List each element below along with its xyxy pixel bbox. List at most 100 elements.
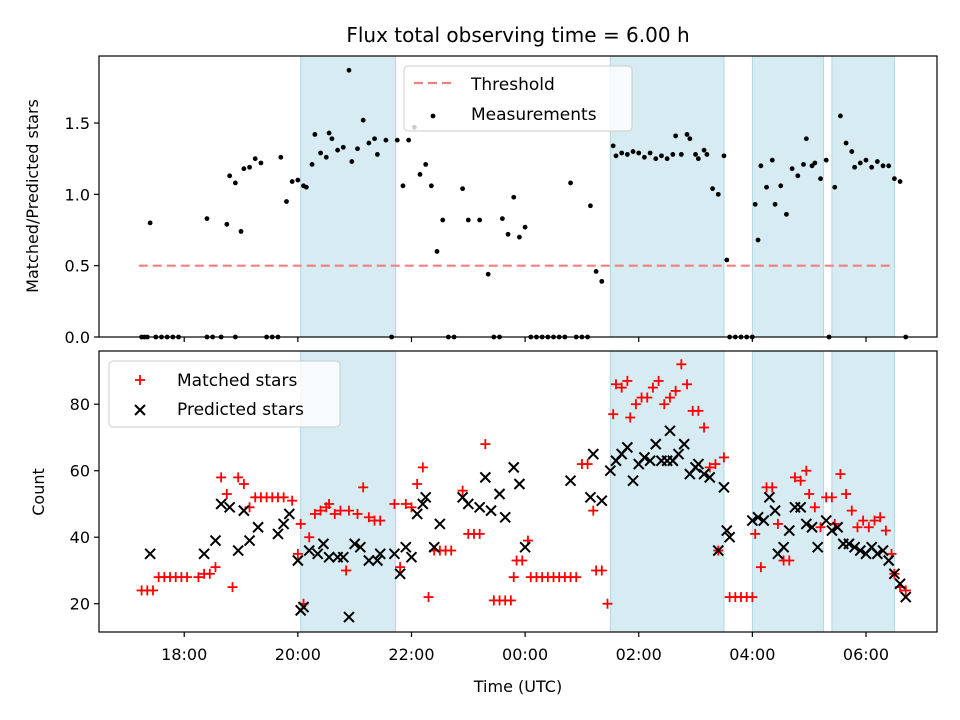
matched-star-point bbox=[287, 495, 298, 506]
top-y-axis-label: Matched/Predicted stars bbox=[23, 99, 42, 293]
predicted-marker-b bbox=[292, 554, 304, 567]
predicted-star-point bbox=[417, 498, 429, 510]
matched-star-point bbox=[747, 592, 758, 603]
measurement-point bbox=[434, 249, 440, 254]
predicted-star-point bbox=[900, 591, 912, 603]
matched-star-point bbox=[875, 512, 886, 523]
matched-star-point bbox=[616, 382, 627, 393]
predicted-marker-b bbox=[777, 541, 790, 553]
matched-star-point bbox=[193, 572, 204, 583]
predicted-marker-b bbox=[252, 521, 264, 533]
measurement-point bbox=[335, 147, 341, 153]
measurement-point bbox=[659, 153, 664, 159]
matched-star-point bbox=[329, 508, 340, 519]
matched-star-point bbox=[630, 399, 641, 410]
predicted-star-point bbox=[283, 508, 296, 520]
measurement-point bbox=[227, 173, 233, 179]
measurement-point bbox=[423, 162, 429, 167]
predicted-marker-b bbox=[604, 465, 617, 477]
predicted-star-point bbox=[692, 458, 705, 470]
measurement-point bbox=[588, 203, 593, 209]
observing-interval-shade bbox=[609, 350, 725, 633]
predicted-marker-b bbox=[843, 538, 855, 550]
axes-frame bbox=[98, 350, 938, 633]
measurement-point bbox=[517, 234, 522, 240]
measurement-point bbox=[764, 184, 769, 190]
measurement-point bbox=[769, 157, 775, 163]
matched-star-point bbox=[423, 592, 434, 603]
predicted-star-point bbox=[405, 551, 418, 563]
predicted-marker-b bbox=[513, 478, 526, 490]
predicted-marker-b bbox=[752, 511, 764, 523]
measurement-point bbox=[613, 153, 619, 159]
matched-star-point bbox=[602, 598, 613, 609]
predicted-star-point bbox=[678, 438, 690, 450]
predicted-marker-b bbox=[587, 448, 599, 460]
measurement-point bbox=[752, 201, 758, 207]
legend-predicted-swatch-b bbox=[134, 404, 146, 416]
measurement-point bbox=[832, 184, 838, 190]
predicted-star-point bbox=[877, 544, 889, 557]
measurement-point bbox=[687, 136, 693, 142]
measurement-point bbox=[803, 136, 809, 142]
measurement-point bbox=[693, 152, 698, 157]
legend-threshold-label: Threshold bbox=[470, 75, 555, 95]
ratio-panel: 0.0 0.5 1.0 1.5 Threshold Measurements bbox=[65, 55, 938, 347]
x-tick-label: 02:00 bbox=[616, 645, 662, 664]
predicted-marker-b bbox=[698, 468, 710, 480]
legend-predicted-label: Predicted stars bbox=[177, 400, 304, 420]
matched-star-point bbox=[699, 422, 710, 433]
predicted-star-point bbox=[888, 568, 901, 580]
predicted-marker-b bbox=[783, 524, 795, 537]
predicted-star-point bbox=[198, 548, 210, 560]
predicted-marker-b bbox=[826, 524, 838, 537]
measurement-point bbox=[772, 201, 778, 207]
predicted-star-point bbox=[508, 461, 520, 474]
measurement-point bbox=[318, 150, 323, 156]
matched-star-point bbox=[900, 585, 911, 596]
predicted-marker-b bbox=[456, 491, 469, 504]
matched-star-point bbox=[375, 515, 386, 526]
matched-star-point bbox=[670, 385, 681, 396]
predicted-marker-b bbox=[638, 451, 651, 464]
measurement-point bbox=[428, 183, 434, 189]
predicted-star-point bbox=[238, 504, 250, 517]
measurement-point bbox=[295, 177, 301, 183]
measurement-point bbox=[724, 257, 730, 263]
predicted-marker-b bbox=[900, 591, 912, 603]
measurement-point bbox=[346, 67, 352, 73]
predicted-marker-b bbox=[388, 548, 401, 560]
predicted-marker-b bbox=[596, 494, 608, 507]
predicted-star-point bbox=[394, 568, 406, 580]
predicted-marker-b bbox=[323, 551, 335, 563]
legend-box bbox=[403, 65, 633, 132]
measurement-point bbox=[721, 153, 727, 159]
predicted-star-point bbox=[769, 504, 781, 517]
predicted-star-point bbox=[664, 425, 676, 437]
predicted-star-point bbox=[883, 554, 895, 567]
predicted-marker-b bbox=[508, 461, 520, 474]
predicted-star-point bbox=[428, 541, 440, 553]
bottom-y-axis-label: Count bbox=[29, 468, 48, 516]
measurement-point bbox=[857, 160, 863, 166]
predicted-star-point bbox=[354, 541, 367, 553]
matched-star-point bbox=[457, 485, 468, 496]
measurement-point bbox=[630, 149, 636, 154]
predicted-star-point bbox=[826, 524, 838, 537]
measurement-point bbox=[610, 143, 616, 149]
predicted-marker-b bbox=[627, 474, 639, 487]
predicted-marker-b bbox=[434, 518, 446, 530]
matched-star-point bbox=[869, 515, 880, 526]
matched-star-point bbox=[233, 472, 244, 483]
measurement-point bbox=[701, 147, 707, 153]
count-legend: Matched stars Predicted stars bbox=[108, 360, 341, 428]
measurement-point bbox=[349, 159, 355, 164]
measurement-point bbox=[232, 180, 238, 186]
measurement-point bbox=[278, 154, 284, 160]
measurement-point bbox=[599, 278, 605, 284]
predicted-star-point bbox=[337, 551, 350, 563]
measurement-point bbox=[695, 156, 701, 162]
predicted-star-point bbox=[763, 491, 776, 504]
measurement-point bbox=[823, 157, 829, 163]
